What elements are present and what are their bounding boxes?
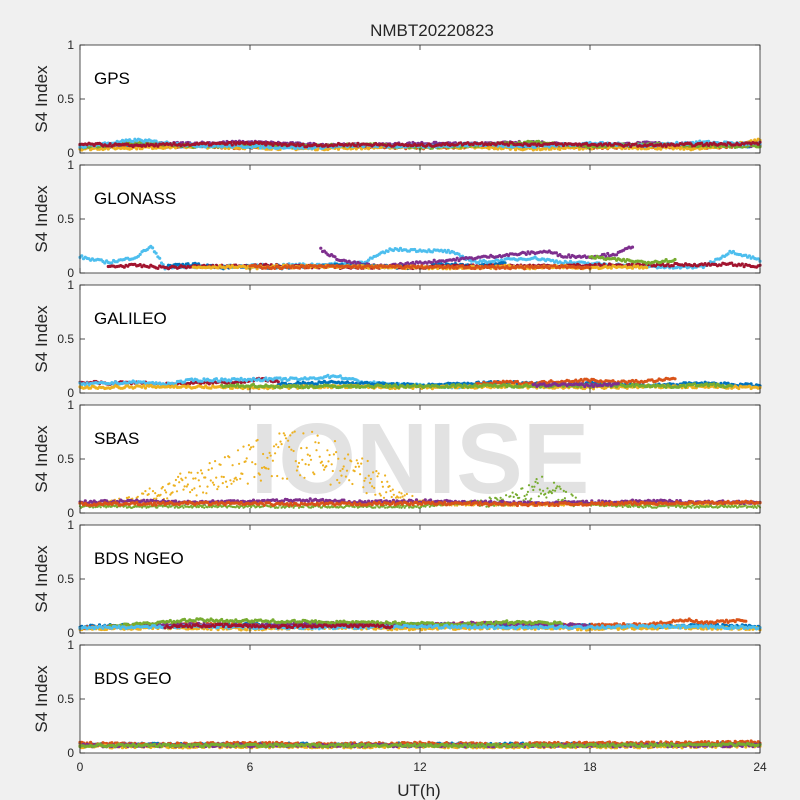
data-marks bbox=[78, 137, 762, 152]
y-axis-label: S4 Index bbox=[32, 65, 51, 133]
data-point bbox=[333, 255, 337, 259]
panel-label: GPS bbox=[94, 69, 130, 88]
data-point bbox=[726, 252, 730, 256]
data-point bbox=[151, 246, 155, 250]
data-point bbox=[554, 251, 559, 255]
data-point bbox=[386, 249, 390, 253]
data-point bbox=[301, 142, 305, 146]
chart-title: NMBT20220823 bbox=[370, 21, 494, 40]
data-point bbox=[645, 266, 649, 270]
data-point bbox=[740, 262, 744, 266]
y-tick-label: 0.5 bbox=[57, 92, 74, 106]
data-point bbox=[80, 254, 84, 258]
y-tick-label: 1 bbox=[67, 158, 74, 172]
data-point bbox=[673, 257, 677, 262]
data-point bbox=[106, 147, 110, 151]
plot-area bbox=[80, 45, 760, 153]
plot-area bbox=[80, 165, 760, 273]
plot-area bbox=[80, 285, 760, 393]
y-tick-label: 0.5 bbox=[57, 212, 74, 226]
data-point bbox=[154, 251, 158, 255]
y-axis-label: S4 Index bbox=[32, 185, 51, 253]
data-point bbox=[276, 380, 280, 384]
data-point bbox=[138, 252, 142, 256]
panel-label: GLONASS bbox=[94, 189, 176, 208]
y-tick-label: 1 bbox=[67, 38, 74, 52]
data-point bbox=[158, 256, 162, 260]
data-point bbox=[630, 245, 635, 249]
data-point bbox=[319, 246, 323, 250]
data-point bbox=[522, 267, 527, 271]
